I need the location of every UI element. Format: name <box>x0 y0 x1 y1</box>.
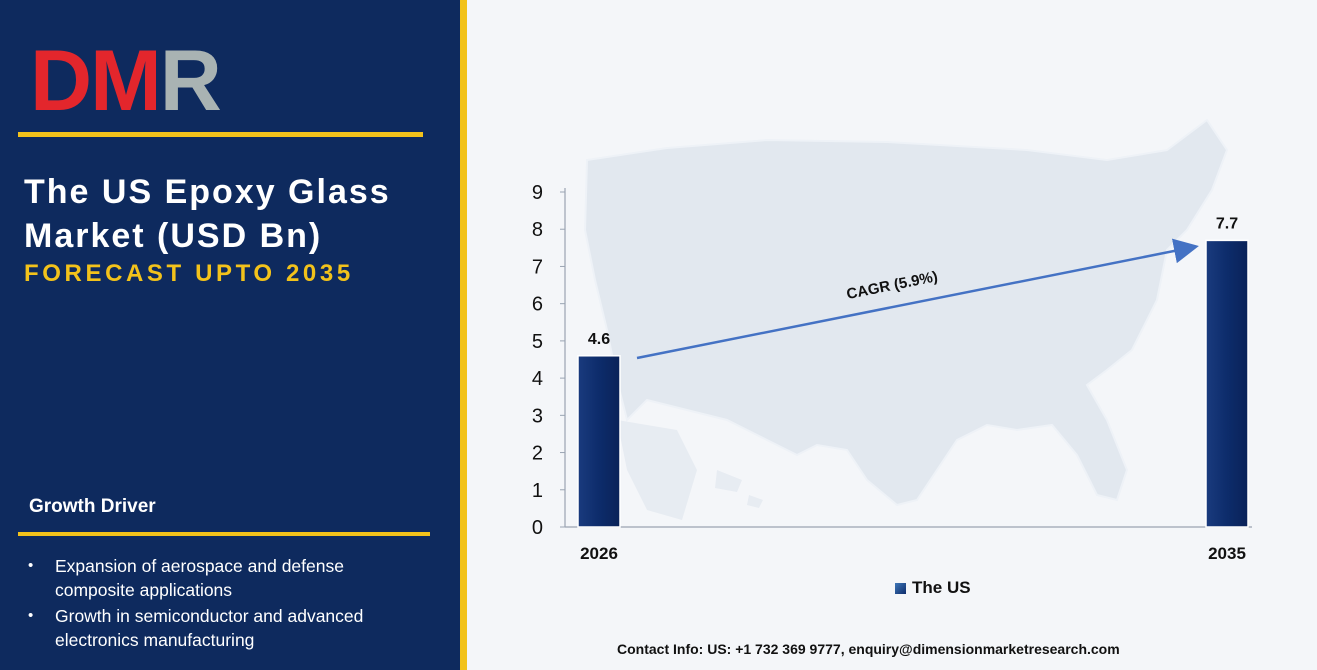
growth-driver-item: • Expansion of aerospace and defense com… <box>28 554 428 602</box>
bar-2035 <box>1205 239 1249 528</box>
y-tick-label: 2 <box>532 443 543 465</box>
bar-2026 <box>577 355 621 528</box>
y-tick-label: 0 <box>532 517 543 539</box>
title-line-1: The US Epoxy Glass <box>24 173 391 211</box>
x-tick-label: 2035 <box>1208 544 1246 563</box>
bars <box>577 239 1249 528</box>
logo-divider <box>18 132 423 137</box>
x-tick-label: 2026 <box>580 544 618 563</box>
x-axis-labels: 2026 2035 <box>580 544 1246 563</box>
growth-driver-text: Expansion of aerospace and defense compo… <box>55 556 344 600</box>
growth-driver-text: Growth in semiconductor and advanced ele… <box>55 606 364 650</box>
bullet-icon: • <box>28 557 34 574</box>
left-panel: DMR The US Epoxy Glass Market (USD Bn) F… <box>0 0 460 670</box>
y-tick-label: 8 <box>532 219 543 241</box>
y-tick-label: 7 <box>532 256 543 278</box>
us-map-background <box>583 118 1229 520</box>
gold-separator <box>460 0 467 670</box>
y-tick-label: 1 <box>532 480 543 502</box>
logo-text: DMR <box>30 40 221 118</box>
y-tick-label: 5 <box>532 331 543 353</box>
title-line-2: Market (USD Bn) <box>24 217 323 255</box>
forecast-subtitle: FORECAST UPTO 2035 <box>24 260 354 287</box>
growth-driver-heading: Growth Driver <box>29 496 156 517</box>
growth-driver-item: • Growth in semiconductor and advanced e… <box>28 604 428 652</box>
y-tick-label: 3 <box>532 405 543 427</box>
legend: The US <box>895 578 971 598</box>
contact-info: Contact Info: US: +1 732 369 9777, enqui… <box>617 641 1120 657</box>
y-axis: 0 1 2 3 4 5 6 7 8 9 <box>532 182 1252 539</box>
growth-driver-divider <box>18 532 430 536</box>
dmr-logo: DMR <box>30 40 223 118</box>
page-title: The US Epoxy Glass Market (USD Bn) <box>24 170 444 258</box>
data-labels: 4.6 7.7 <box>588 215 1238 347</box>
growth-driver-list: • Expansion of aerospace and defense com… <box>28 554 428 654</box>
y-tick-label: 9 <box>532 182 543 204</box>
bullet-icon: • <box>28 607 34 624</box>
y-tick-label: 4 <box>532 368 543 390</box>
legend-swatch <box>895 582 906 594</box>
cagr-arrow <box>636 238 1199 360</box>
legend-label: The US <box>912 578 971 597</box>
y-tick-label: 6 <box>532 294 543 316</box>
data-label: 7.7 <box>1216 215 1238 232</box>
data-label: 4.6 <box>588 331 610 348</box>
